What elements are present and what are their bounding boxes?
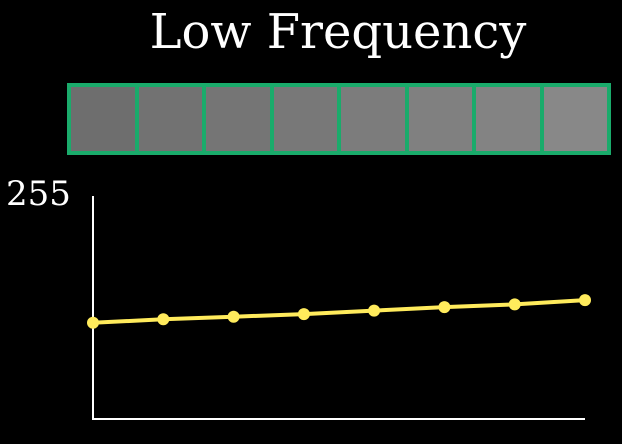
data-point-5: [368, 304, 381, 317]
data-point-1: [87, 316, 99, 329]
pixel-cell-8: [539, 83, 611, 155]
pixel-cell-2: [134, 83, 206, 155]
data-point-6: [438, 301, 451, 314]
series-line: [92, 298, 586, 325]
data-point-3: [227, 310, 240, 323]
pixel-cell-5: [337, 83, 409, 155]
pixel-strip: [67, 83, 611, 155]
data-point-4: [297, 308, 310, 321]
series-points: [87, 294, 591, 329]
data-point-8: [579, 294, 591, 307]
data-point-2: [157, 313, 170, 326]
pixel-cell-3: [202, 83, 274, 155]
y-axis-max-label: 255: [6, 174, 71, 214]
pixel-cell-6: [404, 83, 476, 155]
data-point-7: [508, 298, 521, 311]
title: Low Frequency: [149, 4, 527, 60]
